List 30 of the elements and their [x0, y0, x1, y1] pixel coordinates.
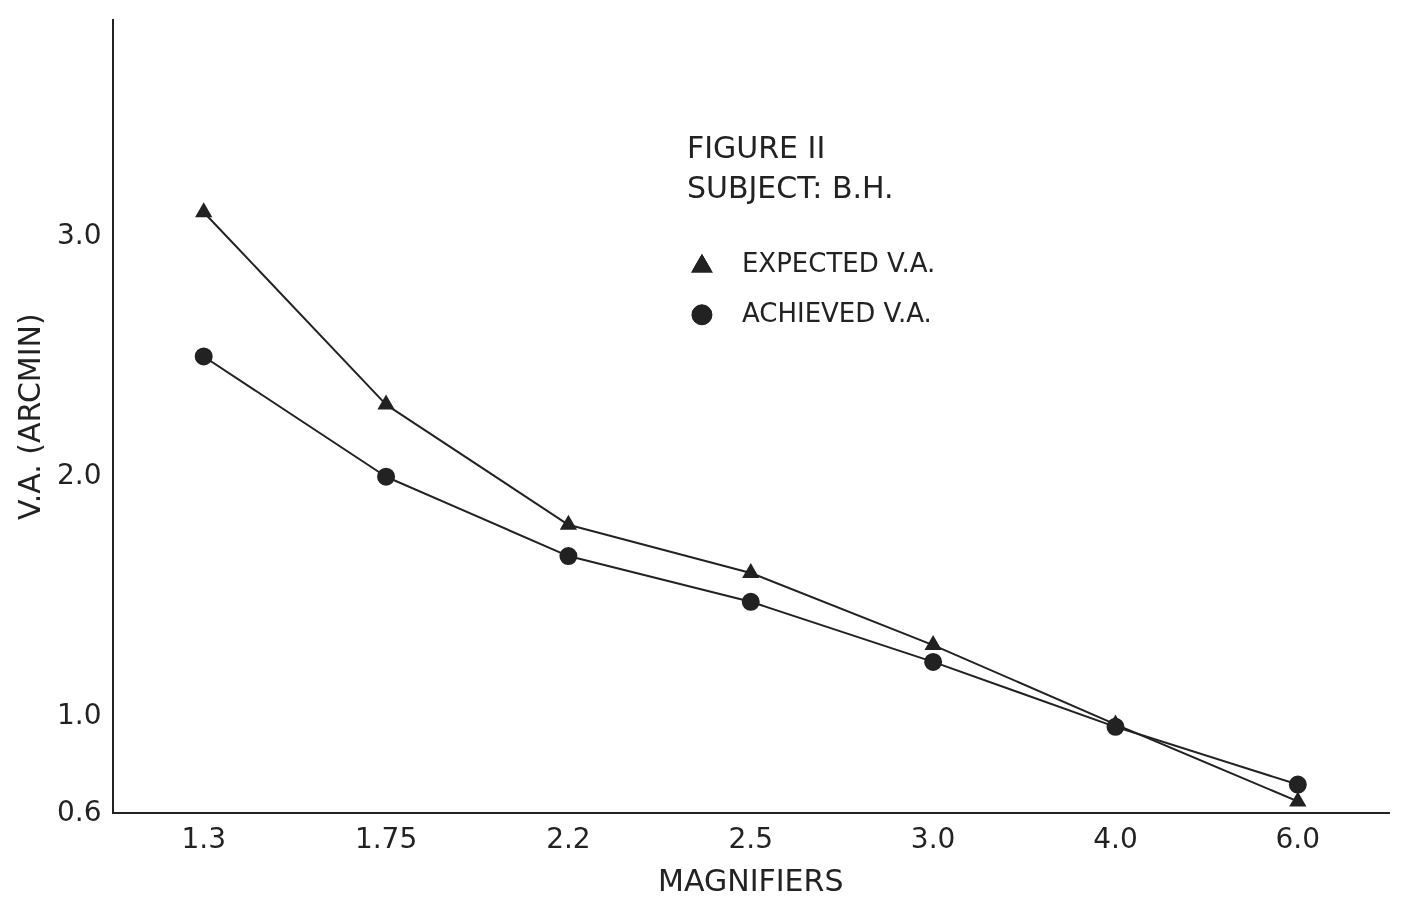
point: [1106, 717, 1125, 736]
point: [378, 395, 394, 410]
point: [742, 563, 759, 578]
point: [195, 203, 212, 218]
y-tick-label: 3.0: [57, 217, 102, 251]
x-tick-label: 3.0: [910, 822, 956, 856]
x-tick-label: 2.5: [728, 822, 774, 856]
point: [377, 467, 396, 486]
point: [194, 347, 213, 366]
annotation: SUBJECT: B.H.: [686, 169, 894, 205]
point: [925, 636, 942, 651]
point: [560, 515, 577, 530]
x-tick-label: 1.3: [181, 822, 226, 856]
y-tick-label: 0.6: [57, 794, 102, 828]
point: [559, 547, 578, 566]
legend-label: EXPECTED V.A.: [741, 247, 936, 278]
y-tick-label: 2.0: [57, 458, 102, 491]
point: [924, 652, 943, 671]
x-axis-title: MAGNIFIERS: [658, 862, 844, 898]
y-tick-label: 1.0: [57, 698, 102, 732]
annotation: FIGURE II: [686, 129, 826, 165]
point: [741, 592, 760, 611]
point: [1288, 775, 1307, 794]
x-tick-label: 2.2: [546, 822, 591, 856]
y-axis-title: V.A. (ARCMIN): [11, 313, 47, 520]
legend-label: ACHIEVED V.A.: [741, 297, 932, 328]
x-tick-label: 6.0: [1275, 822, 1321, 856]
x-tick-label: 4.0: [1093, 822, 1138, 856]
x-tick-label: 1.75: [354, 822, 418, 856]
point: [1289, 792, 1306, 807]
